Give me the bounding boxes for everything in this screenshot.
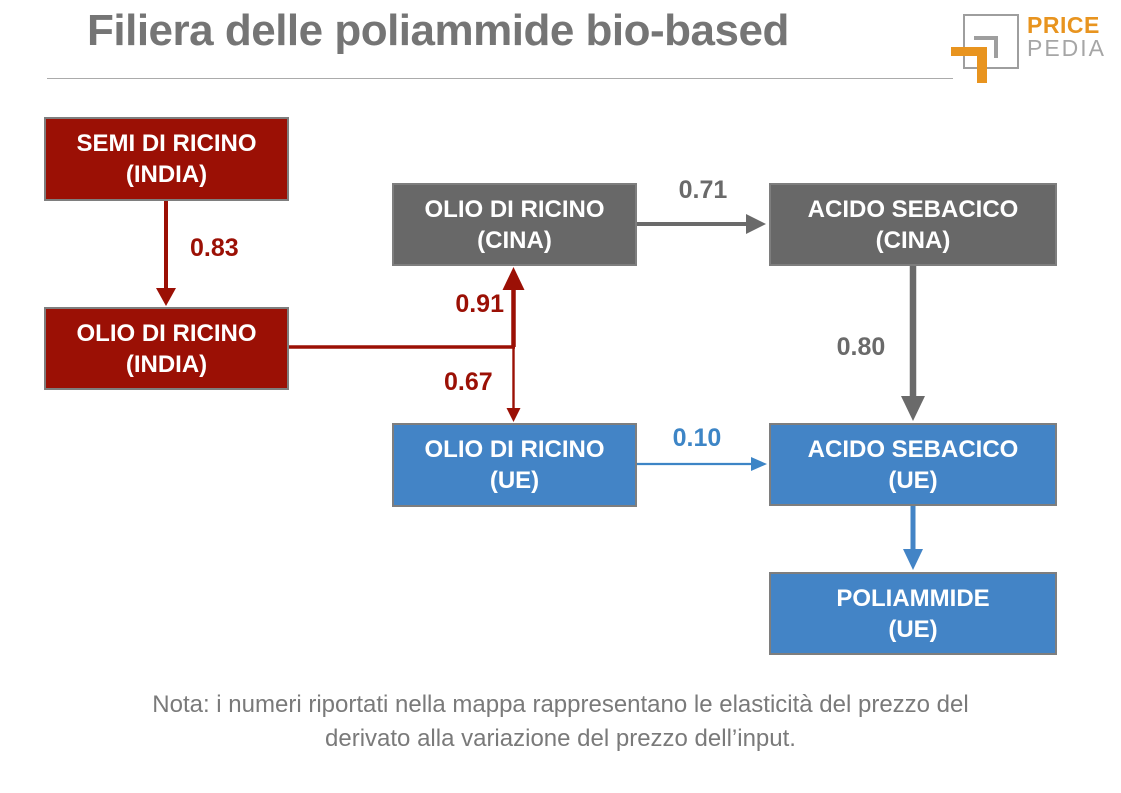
arrow-semi-india-to-olio-india: [156, 200, 176, 306]
node-label: OLIO DI RICINO: [424, 436, 605, 463]
edge-label-0-80: 0.80: [836, 333, 886, 361]
arrow-olio-india-to-olio-ue: [506, 347, 521, 422]
pricepedia-logo-icon: [951, 14, 1019, 83]
edge-label-0-83: 0.83: [190, 234, 239, 262]
edge-label-0-67: 0.67: [444, 368, 493, 396]
node-region: (CINA): [477, 226, 552, 254]
node-region: (UE): [888, 615, 938, 643]
arrow-acido-cina-to-acido-ue: [901, 266, 925, 421]
edge-label-0-91: 0.91: [455, 290, 504, 318]
arrow-olio-india-to-olio-cina: [502, 267, 525, 347]
node-label: POLIAMMIDE: [836, 584, 990, 612]
node-label: OLIO DI RICINO: [76, 319, 257, 347]
node-region: (INDIA): [125, 350, 208, 378]
edge-label-0-10: 0.10: [672, 424, 722, 452]
node-acido-sebacico-ue: ACIDO SEBACICO (UE): [769, 423, 1057, 506]
node-region: (INDIA): [125, 161, 208, 188]
footnote: Nota: i numeri riportati nella mappa rap…: [0, 688, 1121, 756]
node-region: (CINA): [875, 226, 951, 254]
logo-pedia-label: PEDIA: [1027, 35, 1107, 61]
node-poliammide-ue: POLIAMMIDE (UE): [769, 572, 1057, 655]
edge-label-0-71: 0.71: [678, 176, 728, 204]
footnote-line-2: derivato alla variazione del prezzo dell…: [325, 725, 796, 752]
node-olio-ricino-ue: OLIO DI RICINO (UE): [392, 423, 637, 507]
arrow-olio-ue-to-acido-ue: [637, 457, 767, 471]
node-label: SEMI DI RICINO: [76, 130, 257, 157]
node-olio-ricino-india: OLIO DI RICINO (INDIA): [44, 307, 289, 390]
node-label: OLIO DI RICINO: [424, 195, 605, 223]
pricepedia-logo-text: PRICE PEDIA: [1027, 14, 1106, 60]
node-region: (UE): [489, 467, 540, 494]
arrow-olio-cina-to-acido-cina: [637, 214, 766, 234]
footnote-line-1: Nota: i numeri riportati nella mappa rap…: [152, 691, 969, 718]
node-region: (UE): [888, 466, 938, 494]
arrow-acido-ue-to-poliammide: [903, 506, 923, 570]
title-divider: [47, 78, 953, 79]
node-olio-ricino-cina: OLIO DI RICINO (CINA): [392, 183, 637, 266]
page-title: Filiera delle poliammide bio-based: [87, 6, 789, 55]
node-semi-ricino-india: SEMI DI RICINO (INDIA): [44, 117, 289, 201]
node-acido-sebacico-cina: ACIDO SEBACICO (CINA): [769, 183, 1057, 266]
node-label: ACIDO SEBACICO: [807, 195, 1019, 223]
node-label: ACIDO SEBACICO: [807, 435, 1019, 463]
logo-price-label: PRICE: [1027, 12, 1100, 38]
pricepedia-logo: PRICE PEDIA: [945, 5, 1121, 90]
